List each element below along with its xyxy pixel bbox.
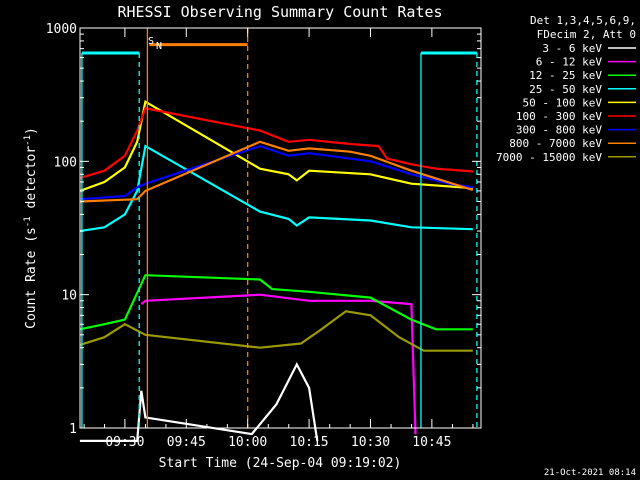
legend-entry-label: 100 - 300 keV [516, 110, 602, 123]
x-tick-label: 10:00 [228, 435, 267, 450]
legend-entry-label: 3 - 6 keV [542, 42, 602, 55]
y-tick-label: 1 [69, 422, 77, 437]
x-tick-label: 09:45 [167, 435, 206, 450]
flag-n: N [156, 41, 162, 52]
x-tick-label: 10:15 [290, 435, 329, 450]
series-line-3 [79, 144, 473, 233]
chart-title: RHESSI Observing Summary Count Rates [117, 3, 442, 21]
y-tick-label: 1000 [46, 22, 77, 37]
legend-entry-label: 300 - 800 keV [516, 124, 602, 137]
footer-date: 21-Oct-2021 08:14 [544, 468, 636, 478]
y-tick-label: 10 [61, 289, 77, 304]
x-tick-label: 09:30 [105, 435, 144, 450]
series-line-0 [79, 362, 319, 442]
series-line-8 [79, 310, 473, 352]
legend-entry-label: 50 - 100 keV [523, 96, 603, 109]
legend-entry-label: 6 - 12 keV [536, 56, 603, 69]
y-tick-label: 100 [54, 155, 77, 170]
legend-entry-label: 7000 - 15000 keV [496, 151, 602, 164]
legend-entry-label: 12 - 25 keV [529, 69, 602, 82]
x-tick-label: 10:30 [351, 435, 390, 450]
x-axis-label: Start Time (24-Sep-04 09:19:02) [159, 456, 402, 471]
series-line-7 [79, 140, 474, 203]
series-line-5 [79, 107, 473, 180]
legend-entry-label: 800 - 7000 keV [509, 137, 602, 150]
series-line-2 [79, 274, 473, 331]
x-tick-label: 10:45 [412, 435, 451, 450]
plot-frame [79, 27, 482, 429]
flag-s: S [148, 36, 154, 47]
series-line-1 [140, 293, 417, 435]
legend-entry-label: 25 - 50 keV [529, 83, 602, 96]
legend-header-line: FDecim 2, Att 0 [537, 28, 636, 41]
y-axis-label: Count Rate (s-1 detector-1) [23, 127, 39, 329]
series-line-4 [79, 99, 473, 192]
series-line-6 [79, 144, 473, 201]
legend-header-line: Det 1,3,4,5,6,9, [530, 14, 636, 27]
